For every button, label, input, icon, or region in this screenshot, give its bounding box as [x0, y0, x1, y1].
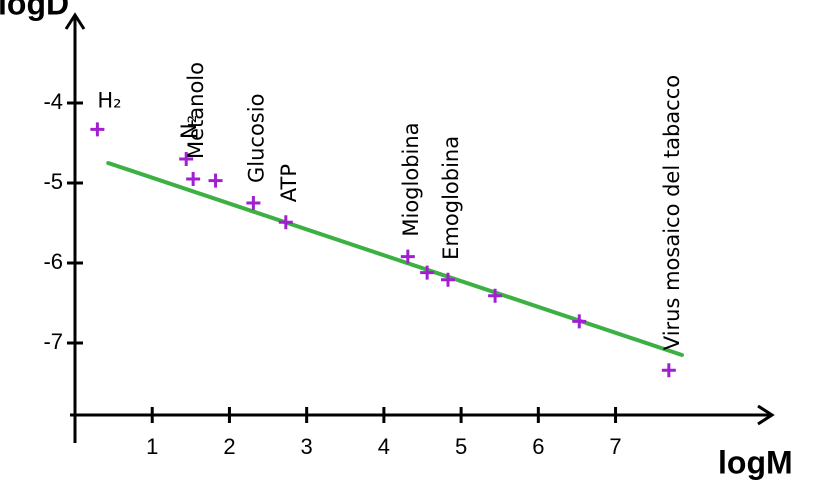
- point-label: H₂: [97, 88, 121, 112]
- point: [440, 272, 455, 287]
- x-tick-label: 7: [609, 434, 621, 459]
- point-label: Metanolo: [184, 62, 208, 159]
- y-axis-arrow: [64, 12, 86, 30]
- point: [661, 363, 676, 378]
- point: [208, 173, 223, 188]
- y-tick-label: -6: [43, 249, 63, 274]
- point: [420, 265, 435, 280]
- x-tick-label: 2: [223, 434, 235, 459]
- point-label: ATP: [277, 164, 301, 202]
- point-label: Emoglobina: [439, 136, 463, 260]
- y-tick-label: -7: [43, 329, 63, 354]
- y-tick-label: -4: [43, 89, 63, 114]
- x-tick-label: 5: [455, 434, 467, 459]
- x-axis-arrow: [757, 404, 775, 426]
- point: [400, 249, 415, 264]
- point: [90, 122, 105, 137]
- x-tick-label: 4: [378, 434, 390, 459]
- y-axis-title: logD: [0, 0, 69, 21]
- point: [278, 215, 293, 230]
- x-tick-label: 3: [301, 434, 313, 459]
- point-label: Mioglobina: [399, 122, 423, 236]
- x-tick-label: 1: [146, 434, 158, 459]
- point: [246, 196, 261, 210]
- point: [179, 152, 194, 166]
- point-label: N₂: [177, 115, 201, 139]
- y-tick-label: -5: [43, 169, 63, 194]
- x-tick-label: 6: [532, 434, 544, 459]
- point: [572, 314, 587, 329]
- x-axis-title: logM: [718, 444, 793, 480]
- fit-line: [106, 161, 684, 357]
- point-label: Virus mosaico del tabacco: [660, 75, 684, 350]
- point: [186, 172, 201, 186]
- point-label: Glucosio: [244, 94, 268, 183]
- point: [488, 288, 503, 303]
